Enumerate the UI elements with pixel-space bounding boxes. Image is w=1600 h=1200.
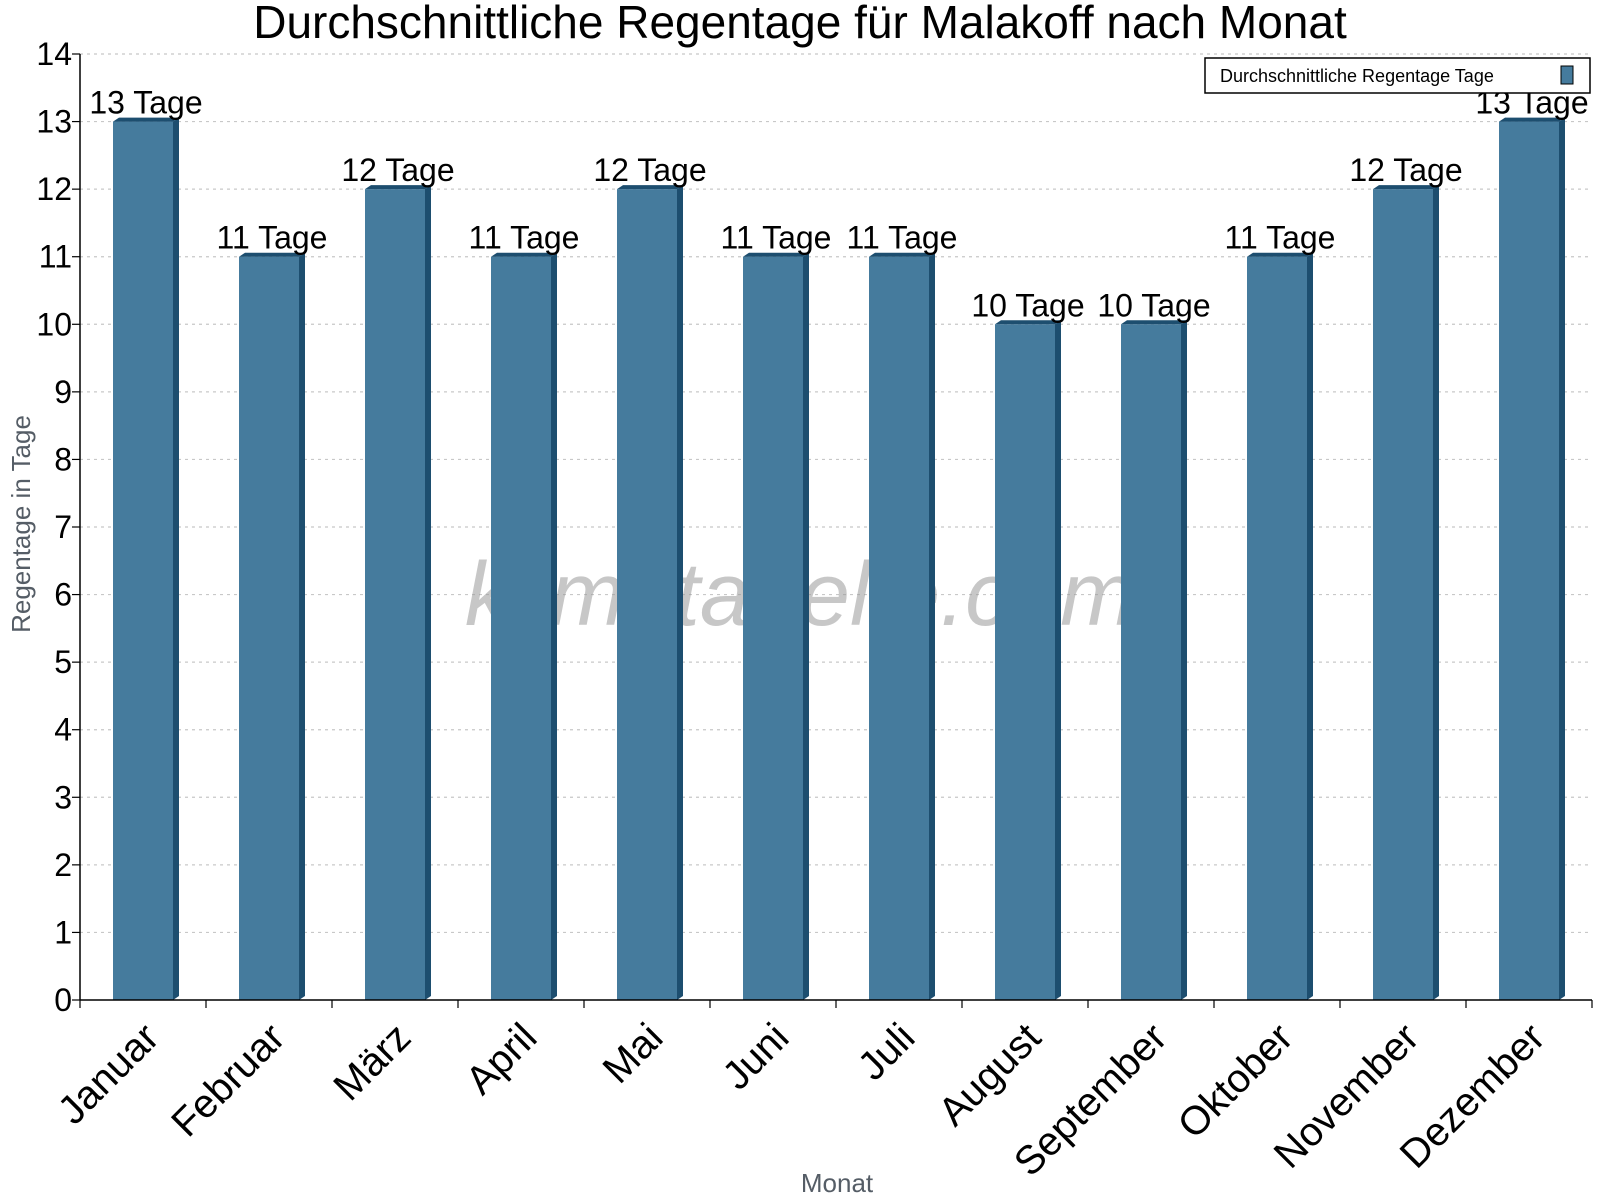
y-axis-label: Regentage in Tage [6, 415, 36, 633]
x-tick-label: Juni [714, 1015, 797, 1098]
bar-front [491, 256, 551, 1000]
bar-januar [113, 117, 179, 1001]
legend-label: Durchschnittliche Regentage Tage [1220, 66, 1494, 86]
data-label: 11 Tage [721, 220, 832, 256]
y-tick-label: 14 [36, 36, 72, 72]
bar-front [995, 324, 1055, 1000]
y-tick-label: 7 [54, 509, 72, 545]
y-tick-label: 4 [54, 712, 72, 748]
data-label: 12 Tage [341, 152, 454, 188]
y-tick-label: 9 [54, 374, 72, 410]
bar-top [869, 252, 935, 257]
data-label: 11 Tage [217, 220, 328, 256]
bar-top [239, 252, 305, 257]
y-tick-label: 11 [39, 239, 72, 275]
bar-front [617, 189, 677, 1001]
legend-swatch [1560, 65, 1574, 85]
legend: Durchschnittliche Regentage Tage [1204, 57, 1591, 94]
y-tick-label: 8 [54, 441, 72, 477]
y-tick-label: 0 [54, 982, 72, 1018]
bar-front [869, 256, 929, 1000]
bars [113, 117, 1565, 1001]
bar-front [1373, 189, 1433, 1001]
bar-front [1499, 121, 1559, 1001]
x-tick-label: Juli [850, 1015, 924, 1089]
grid-lines [80, 53, 1592, 934]
data-label: 11 Tage [1225, 220, 1336, 256]
bar-side [1559, 117, 1565, 1001]
bar-top [1499, 117, 1565, 122]
bar-top [743, 252, 809, 257]
y-tick-label: 12 [36, 171, 72, 207]
bar-side [677, 185, 683, 1001]
data-labels: 13 Tage 11 Tage 12 Tage 11 Tage 12 Tage 11 Ta… [89, 85, 1588, 324]
bar-front [1121, 324, 1181, 1000]
data-label: 13 Tage [89, 85, 202, 121]
bar-front [743, 256, 803, 1000]
x-tick-label: Mai [595, 1015, 672, 1092]
x-tick-label: Oktober [1170, 1015, 1302, 1147]
data-label: 11 Tage [847, 220, 958, 256]
data-label: 10 Tage [1097, 287, 1210, 323]
y-tick-label: 1 [54, 914, 72, 950]
bar-front [239, 256, 299, 1000]
y-tick-label: 5 [54, 644, 72, 680]
bar-front [113, 121, 173, 1001]
bar-side [299, 252, 305, 1000]
bar-juli [869, 252, 935, 1000]
bar-mai [617, 185, 683, 1001]
bar-dezember [1499, 117, 1565, 1001]
bar-märz [365, 185, 431, 1001]
y-tick-label: 3 [54, 779, 72, 815]
bar-side [929, 252, 935, 1000]
bar-top [1121, 320, 1187, 325]
bar-side [1055, 320, 1061, 1000]
bar-september [1121, 320, 1187, 1000]
x-tick-label: Januar [50, 1015, 168, 1133]
bar-side [425, 185, 431, 1001]
bar-side [803, 252, 809, 1000]
bar-top [365, 185, 431, 190]
bar-side [173, 117, 179, 1001]
data-label: 10 Tage [971, 287, 1084, 323]
y-tick-label: 10 [36, 306, 72, 342]
bar-oktober [1247, 252, 1313, 1000]
bar-top [1373, 185, 1439, 190]
data-label: 12 Tage [1349, 152, 1462, 188]
bar-april [491, 252, 557, 1000]
data-label: 12 Tage [593, 152, 706, 188]
x-tick-label: April [458, 1015, 546, 1103]
bar-top [491, 252, 557, 257]
x-tick-label: Februar [163, 1015, 293, 1145]
x-tick-label: März [325, 1015, 419, 1109]
x-tick-label: August [930, 1015, 1049, 1134]
data-label: 11 Tage [469, 220, 580, 256]
bar-side [1181, 320, 1187, 1000]
bar-side [1433, 185, 1439, 1001]
legend-box [1204, 57, 1591, 94]
bar-front [365, 189, 425, 1001]
bar-top [617, 185, 683, 190]
axes [72, 53, 1593, 1008]
bar-februar [239, 252, 305, 1000]
y-tick-label: 2 [54, 847, 72, 883]
bar-august [995, 320, 1061, 1000]
bar-front [1247, 256, 1307, 1000]
y-tick-label: 13 [36, 104, 72, 140]
x-axis-label: Monat [801, 1168, 874, 1198]
bar-november [1373, 185, 1439, 1001]
bar-side [551, 252, 557, 1000]
bar-juni [743, 252, 809, 1000]
bar-side [1307, 252, 1313, 1000]
bar-top [1247, 252, 1313, 257]
chart-title: Durchschnittliche Regentage für Malakoff… [253, 0, 1347, 48]
y-tick-label: 6 [54, 577, 72, 613]
bar-top [995, 320, 1061, 325]
bar-top [113, 117, 179, 122]
